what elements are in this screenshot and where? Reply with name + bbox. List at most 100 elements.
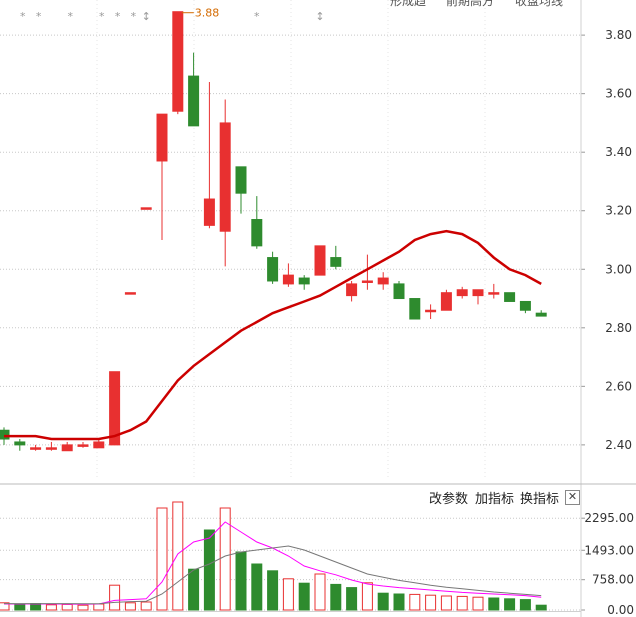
candle	[440, 289, 452, 311]
candle	[156, 113, 168, 240]
candle	[409, 298, 421, 320]
price-axis: 3.80 3.60 3.40 3.20 3.00 2.80 2.60 2.40	[581, 28, 632, 452]
candle	[203, 81, 215, 229]
candle	[282, 263, 294, 287]
close-indicator-icon[interactable]: ✕	[565, 490, 580, 505]
candle-body	[14, 441, 26, 446]
candle	[488, 283, 500, 299]
candle	[109, 371, 121, 446]
top-partial-label-2[interactable]: 前期高方	[446, 0, 495, 8]
candle	[172, 11, 184, 115]
signal-marker: *	[36, 10, 42, 23]
switch-indicator-button[interactable]: 换指标	[520, 492, 560, 507]
volume-bar	[14, 603, 26, 611]
price-tick-label: 2.40	[605, 438, 632, 452]
signal-marker: *	[115, 10, 121, 23]
volume-bar	[235, 551, 247, 611]
candle	[124, 292, 136, 295]
price-tick-label: 3.40	[605, 145, 632, 159]
candle-body	[251, 219, 263, 247]
add-indicator-button[interactable]: 加指标	[475, 492, 515, 507]
modify-params-button[interactable]: 改参数	[429, 492, 469, 507]
candle-body	[425, 309, 437, 313]
candle-body	[393, 283, 405, 300]
volume-bar	[361, 582, 373, 611]
volume-bar	[425, 594, 437, 611]
candle-body	[440, 292, 452, 311]
volume-bar	[393, 593, 405, 611]
candle-body	[219, 122, 231, 232]
volume-tick-label: 0.00	[607, 603, 634, 617]
candle	[330, 245, 342, 270]
price-tick-label: 2.60	[605, 379, 632, 393]
volume-tick-label: 1493.00	[584, 543, 634, 557]
candle-body	[172, 11, 184, 112]
candle-body	[30, 447, 42, 450]
candle-body	[535, 312, 547, 317]
signal-marker: *	[67, 10, 73, 23]
volume-bar	[172, 501, 184, 611]
top-partial-label-3[interactable]: 收盘均线	[515, 0, 564, 8]
candle-body	[124, 292, 136, 295]
candle-body	[267, 257, 279, 282]
price-tick-label: 2.80	[605, 321, 632, 335]
signal-marker: *	[20, 10, 26, 23]
volume-bar	[504, 598, 516, 611]
candle	[298, 275, 310, 290]
volume-bar	[535, 604, 547, 611]
candlestick-series	[0, 11, 547, 452]
volume-bar	[219, 507, 231, 611]
candle	[30, 444, 42, 451]
candle-body	[298, 277, 310, 285]
signal-marker: *	[131, 10, 137, 23]
signal-marker: *	[254, 10, 260, 23]
candle	[61, 441, 73, 452]
candle-body	[504, 292, 516, 302]
candle-body	[346, 283, 358, 297]
volume-bar	[0, 602, 10, 611]
volume-bar	[440, 595, 452, 611]
volume-bar	[203, 529, 215, 611]
volume-bar	[77, 604, 89, 611]
candle-body	[409, 298, 421, 320]
volume-bar	[519, 599, 531, 611]
candle-body	[488, 292, 500, 295]
candle-body	[472, 289, 484, 297]
volume-bar	[346, 587, 358, 611]
signal-marker: ↕	[315, 10, 324, 23]
candle	[14, 439, 26, 451]
max-annotation-label: 3.88	[195, 7, 220, 20]
candle	[425, 304, 437, 320]
candle-body	[0, 429, 10, 440]
candle	[45, 441, 57, 451]
top-partial-label-1[interactable]: 形成趋	[390, 0, 427, 8]
volume-bar	[251, 563, 263, 611]
price-tick-label: 3.20	[605, 204, 632, 218]
volume-bar	[156, 507, 168, 611]
candle-body	[377, 277, 389, 285]
candle-body	[61, 444, 73, 452]
volume-bar-series	[0, 501, 547, 611]
volume-bar	[409, 593, 421, 611]
candle-body	[282, 274, 294, 285]
candle-body	[203, 198, 215, 226]
candle	[267, 251, 279, 284]
volume-ma-line	[4, 545, 542, 605]
candle-body	[93, 441, 105, 449]
volume-bar	[109, 584, 121, 611]
volume-bar	[61, 603, 73, 611]
volume-bar	[488, 597, 500, 611]
candle	[188, 52, 200, 127]
candle-body	[188, 75, 200, 127]
volume-bar	[377, 592, 389, 611]
candle	[219, 99, 231, 267]
price-grid	[0, 0, 580, 480]
max-price-annotation: 3.88	[181, 7, 220, 20]
candle-body	[330, 257, 342, 267]
candle-body	[456, 289, 468, 297]
candle-body	[109, 371, 121, 446]
price-tick-label: 3.00	[605, 262, 632, 276]
candle	[472, 289, 484, 305]
volume-bar	[314, 573, 326, 611]
